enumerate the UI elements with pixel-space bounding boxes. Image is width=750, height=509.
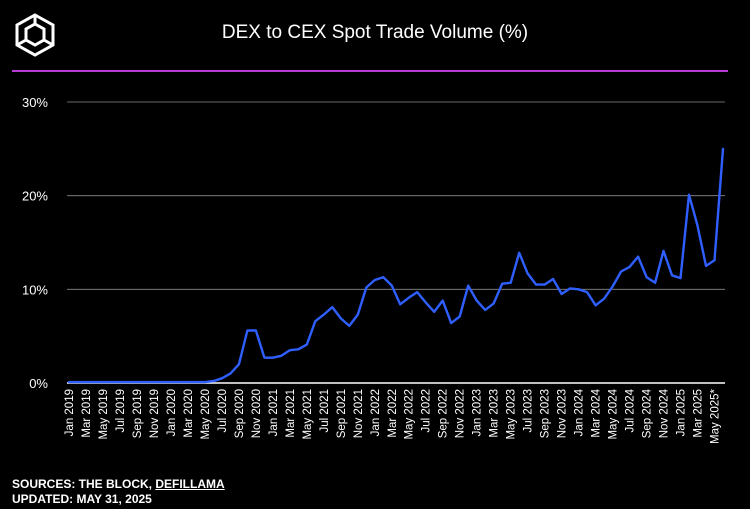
x-tick-label: Jan 2019 — [64, 389, 76, 436]
x-tick-label: Jan 2025 — [676, 389, 688, 436]
sources-label: SOURCES: THE BLOCK, — [12, 477, 156, 491]
x-tick-label: Nov 2024 — [659, 388, 671, 438]
sources-line: SOURCES: THE BLOCK, DEFILLAMA — [12, 477, 225, 492]
x-tick-label: Mar 2025 — [693, 389, 705, 438]
defillama-link[interactable]: DEFILLAMA — [155, 477, 225, 491]
x-tick-label: Mar 2023 — [489, 389, 501, 438]
x-tick-label: Jul 2019 — [115, 389, 127, 432]
x-tick-label: Jul 2024 — [625, 388, 637, 432]
x-tick-label: Nov 2022 — [455, 389, 467, 438]
x-tick-label: May 2023 — [506, 389, 518, 440]
x-tick-label: Mar 2024 — [591, 388, 603, 437]
x-tick-label: May 2024 — [608, 388, 620, 439]
cube-icon — [15, 13, 55, 57]
x-tick-label: May 2022 — [404, 389, 416, 440]
x-tick-label: Jan 2024 — [574, 388, 586, 436]
x-tick-label: Jul 2021 — [319, 389, 331, 432]
x-tick-label: May 2021 — [302, 389, 314, 440]
x-tick-label: Mar 2021 — [285, 389, 297, 438]
x-tick-label: Jul 2022 — [421, 389, 433, 432]
y-tick-label: 20% — [22, 189, 48, 204]
x-tick-label: Jan 2022 — [370, 389, 382, 436]
x-tick-label: Sep 2024 — [642, 388, 654, 438]
updated-line: UPDATED: MAY 31, 2025 — [12, 492, 152, 506]
title-divider — [12, 70, 728, 72]
x-tick-label: Jan 2023 — [472, 389, 484, 436]
x-tick-label: Mar 2019 — [81, 389, 93, 438]
y-tick-label: 30% — [22, 95, 48, 110]
x-tick-label: May 2025* — [710, 388, 722, 444]
x-tick-label: Mar 2022 — [387, 389, 399, 438]
y-tick-label: 0% — [29, 376, 48, 391]
x-tick-label: May 2019 — [98, 389, 110, 440]
x-tick-label: Jul 2023 — [523, 389, 535, 432]
x-tick-label: Jul 2020 — [217, 389, 229, 432]
x-tick-label: Mar 2020 — [183, 389, 195, 438]
x-tick-label: Jan 2020 — [166, 389, 178, 436]
x-tick-label: Jan 2021 — [268, 389, 280, 436]
x-tick-label: Nov 2020 — [251, 389, 263, 438]
chart-title: DEX to CEX Spot Trade Volume (%) — [221, 22, 529, 43]
y-tick-label: 10% — [22, 282, 48, 297]
x-tick-label: Nov 2019 — [149, 389, 161, 438]
footer: SOURCES: THE BLOCK, DEFILLAMA UPDATED: M… — [12, 477, 225, 507]
data-line-dex-cex-ratio — [67, 147, 725, 384]
x-tick-label: May 2020 — [200, 389, 212, 440]
x-tick-label: Sep 2019 — [132, 389, 144, 438]
x-tick-label: Nov 2021 — [353, 389, 365, 438]
x-tick-label: Sep 2020 — [234, 389, 246, 438]
x-tick-label: Nov 2023 — [557, 389, 569, 438]
x-tick-label: Sep 2021 — [336, 389, 348, 438]
x-tick-label: Sep 2022 — [438, 389, 450, 438]
x-tick-label: Sep 2023 — [540, 389, 552, 438]
